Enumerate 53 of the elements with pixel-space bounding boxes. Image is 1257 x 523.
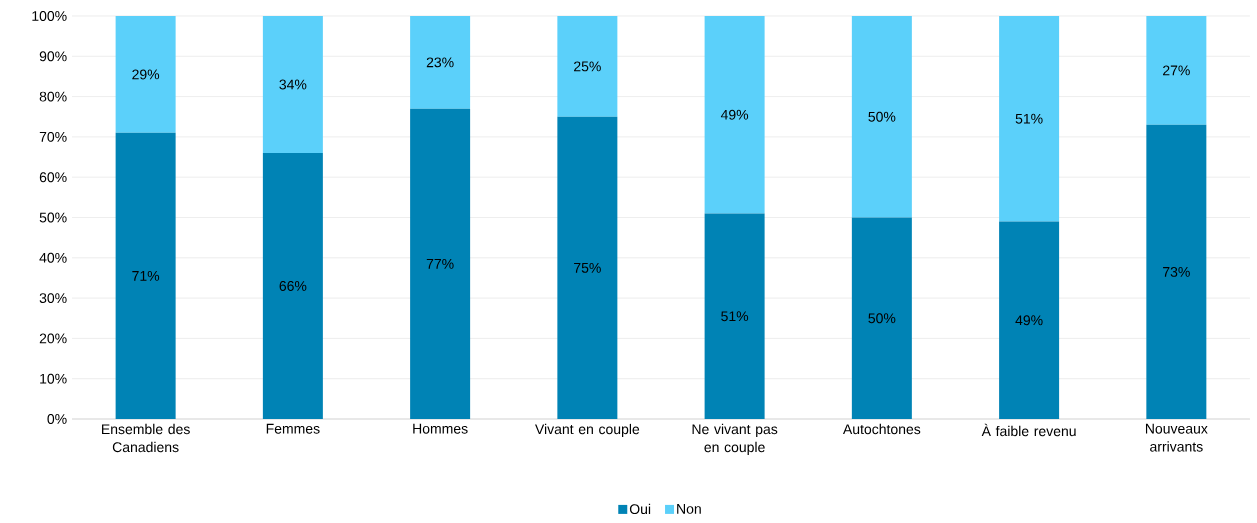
bar [115, 132, 176, 419]
y-tick-label: 60% [39, 172, 67, 183]
bar [115, 16, 176, 133]
y-tick-label: 0% [47, 414, 67, 424]
bar [1146, 16, 1207, 125]
data-label: 29% [132, 69, 160, 80]
y-tick-label: 90% [39, 51, 67, 62]
y-tick-label: 40% [39, 252, 67, 263]
x-tick-label: Nouveaux arrivants [1145, 423, 1208, 452]
data-label: 34% [279, 79, 307, 90]
data-label: 27% [1163, 65, 1190, 76]
bar [262, 16, 323, 154]
bar [410, 16, 471, 109]
bar [704, 16, 765, 214]
x-tick-label: À faible revenu [981, 423, 1076, 437]
data-label: 51% [721, 311, 749, 322]
data-label: 51% [1015, 113, 1043, 124]
bar [410, 108, 471, 419]
x-tick-label: Ensemble des Canadiens [102, 423, 190, 453]
x-tick-label: Vivant en couple [535, 423, 640, 437]
y-tick-label: 10% [40, 373, 67, 384]
legend-label: Oui [629, 503, 651, 515]
legend-label: Non [677, 504, 701, 514]
bar [557, 16, 618, 117]
data-label: 71% [132, 271, 160, 281]
data-label: 49% [720, 109, 749, 120]
data-label: 25% [574, 61, 601, 72]
data-label: 23% [426, 57, 454, 68]
data-label: 77% [426, 258, 454, 269]
data-label: 75% [574, 262, 601, 273]
y-tick-label: 70% [39, 131, 67, 142]
data-label: 50% [868, 313, 896, 324]
bar [1146, 124, 1207, 419]
y-tick-label: 30% [39, 293, 67, 304]
x-tick-label: Autochtones [842, 423, 921, 435]
bar [851, 16, 912, 218]
bar [999, 16, 1060, 222]
data-label: 49% [1015, 315, 1043, 326]
bar [999, 221, 1060, 419]
bar [557, 116, 618, 419]
bar [704, 213, 765, 419]
y-tick-label: 20% [39, 333, 67, 344]
data-label: 50% [868, 111, 896, 122]
y-tick-label: 80% [39, 91, 67, 102]
y-tick-label: 100% [32, 11, 67, 21]
y-tick-label: 50% [39, 212, 67, 223]
x-tick-label: Hommes [413, 423, 468, 434]
x-tick-label: Femmes [266, 423, 320, 434]
data-label: 73% [1163, 266, 1190, 277]
data-label: 66% [279, 281, 307, 291]
bar [851, 217, 912, 419]
x-tick-label: Ne vivant pas en couple [692, 423, 778, 455]
bar [262, 153, 323, 419]
